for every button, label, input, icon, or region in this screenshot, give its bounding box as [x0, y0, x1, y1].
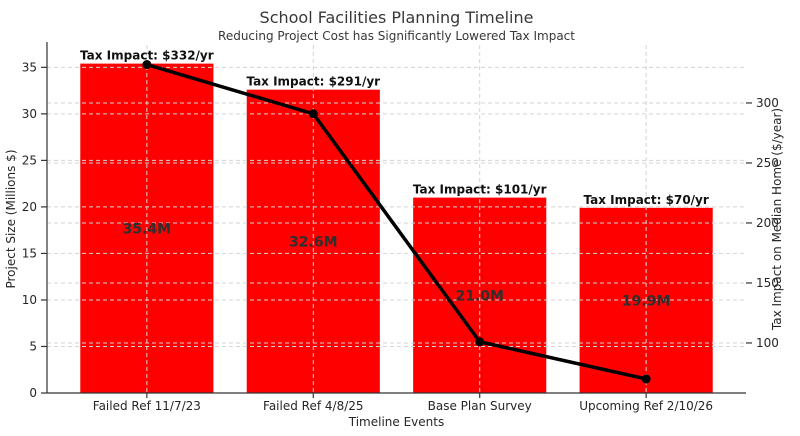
tax-impact-point: [308, 109, 318, 119]
right-tick-label: 100: [756, 336, 779, 350]
right-tick-label: 300: [756, 96, 779, 110]
tax-annotation: Tax Impact: $332/yr: [80, 49, 214, 63]
bar-value-label: 19.9M: [622, 293, 670, 309]
left-tick-label: 20: [22, 200, 37, 214]
left-tick-label: 0: [29, 386, 37, 400]
x-tick-label: Upcoming Ref 2/10/26: [579, 399, 713, 413]
right-tick-label: 200: [756, 216, 779, 230]
x-tick-label: Failed Ref 11/7/23: [93, 399, 201, 413]
tax-impact-point: [142, 60, 152, 70]
left-axis-title: Project Size (Millions $): [4, 149, 18, 288]
right-tick-label: 150: [756, 276, 779, 290]
right-tick-label: 250: [756, 156, 779, 170]
bar-value-label: 35.4M: [123, 221, 171, 237]
tax-annotation: Tax Impact: $70/yr: [583, 193, 708, 207]
left-tick-label: 25: [22, 153, 37, 167]
tax-annotation: Tax Impact: $291/yr: [246, 75, 380, 89]
x-axis-title: Timeline Events: [348, 415, 444, 429]
left-tick-label: 10: [22, 293, 37, 307]
left-tick-label: 15: [22, 246, 37, 260]
tax-impact-point: [641, 374, 651, 384]
bar-value-label: 21.0M: [455, 288, 503, 304]
x-tick-label: Failed Ref 4/8/25: [263, 399, 363, 413]
left-tick-label: 5: [29, 339, 37, 353]
tax-impact-point: [475, 337, 485, 347]
chart-subtitle: Reducing Project Cost has Significantly …: [218, 29, 575, 43]
right-axis-title: Tax Impact on Median Home ($/year): [770, 108, 784, 331]
left-tick-label: 35: [22, 60, 37, 74]
chart-title: School Facilities Planning Timeline: [259, 8, 534, 27]
left-tick-label: 30: [22, 107, 37, 121]
tax-impact-line: [145, 62, 648, 381]
x-tick-label: Base Plan Survey: [428, 399, 532, 413]
bar-value-label: 32.6M: [289, 234, 337, 250]
tax-annotation: Tax Impact: $101/yr: [413, 183, 547, 197]
